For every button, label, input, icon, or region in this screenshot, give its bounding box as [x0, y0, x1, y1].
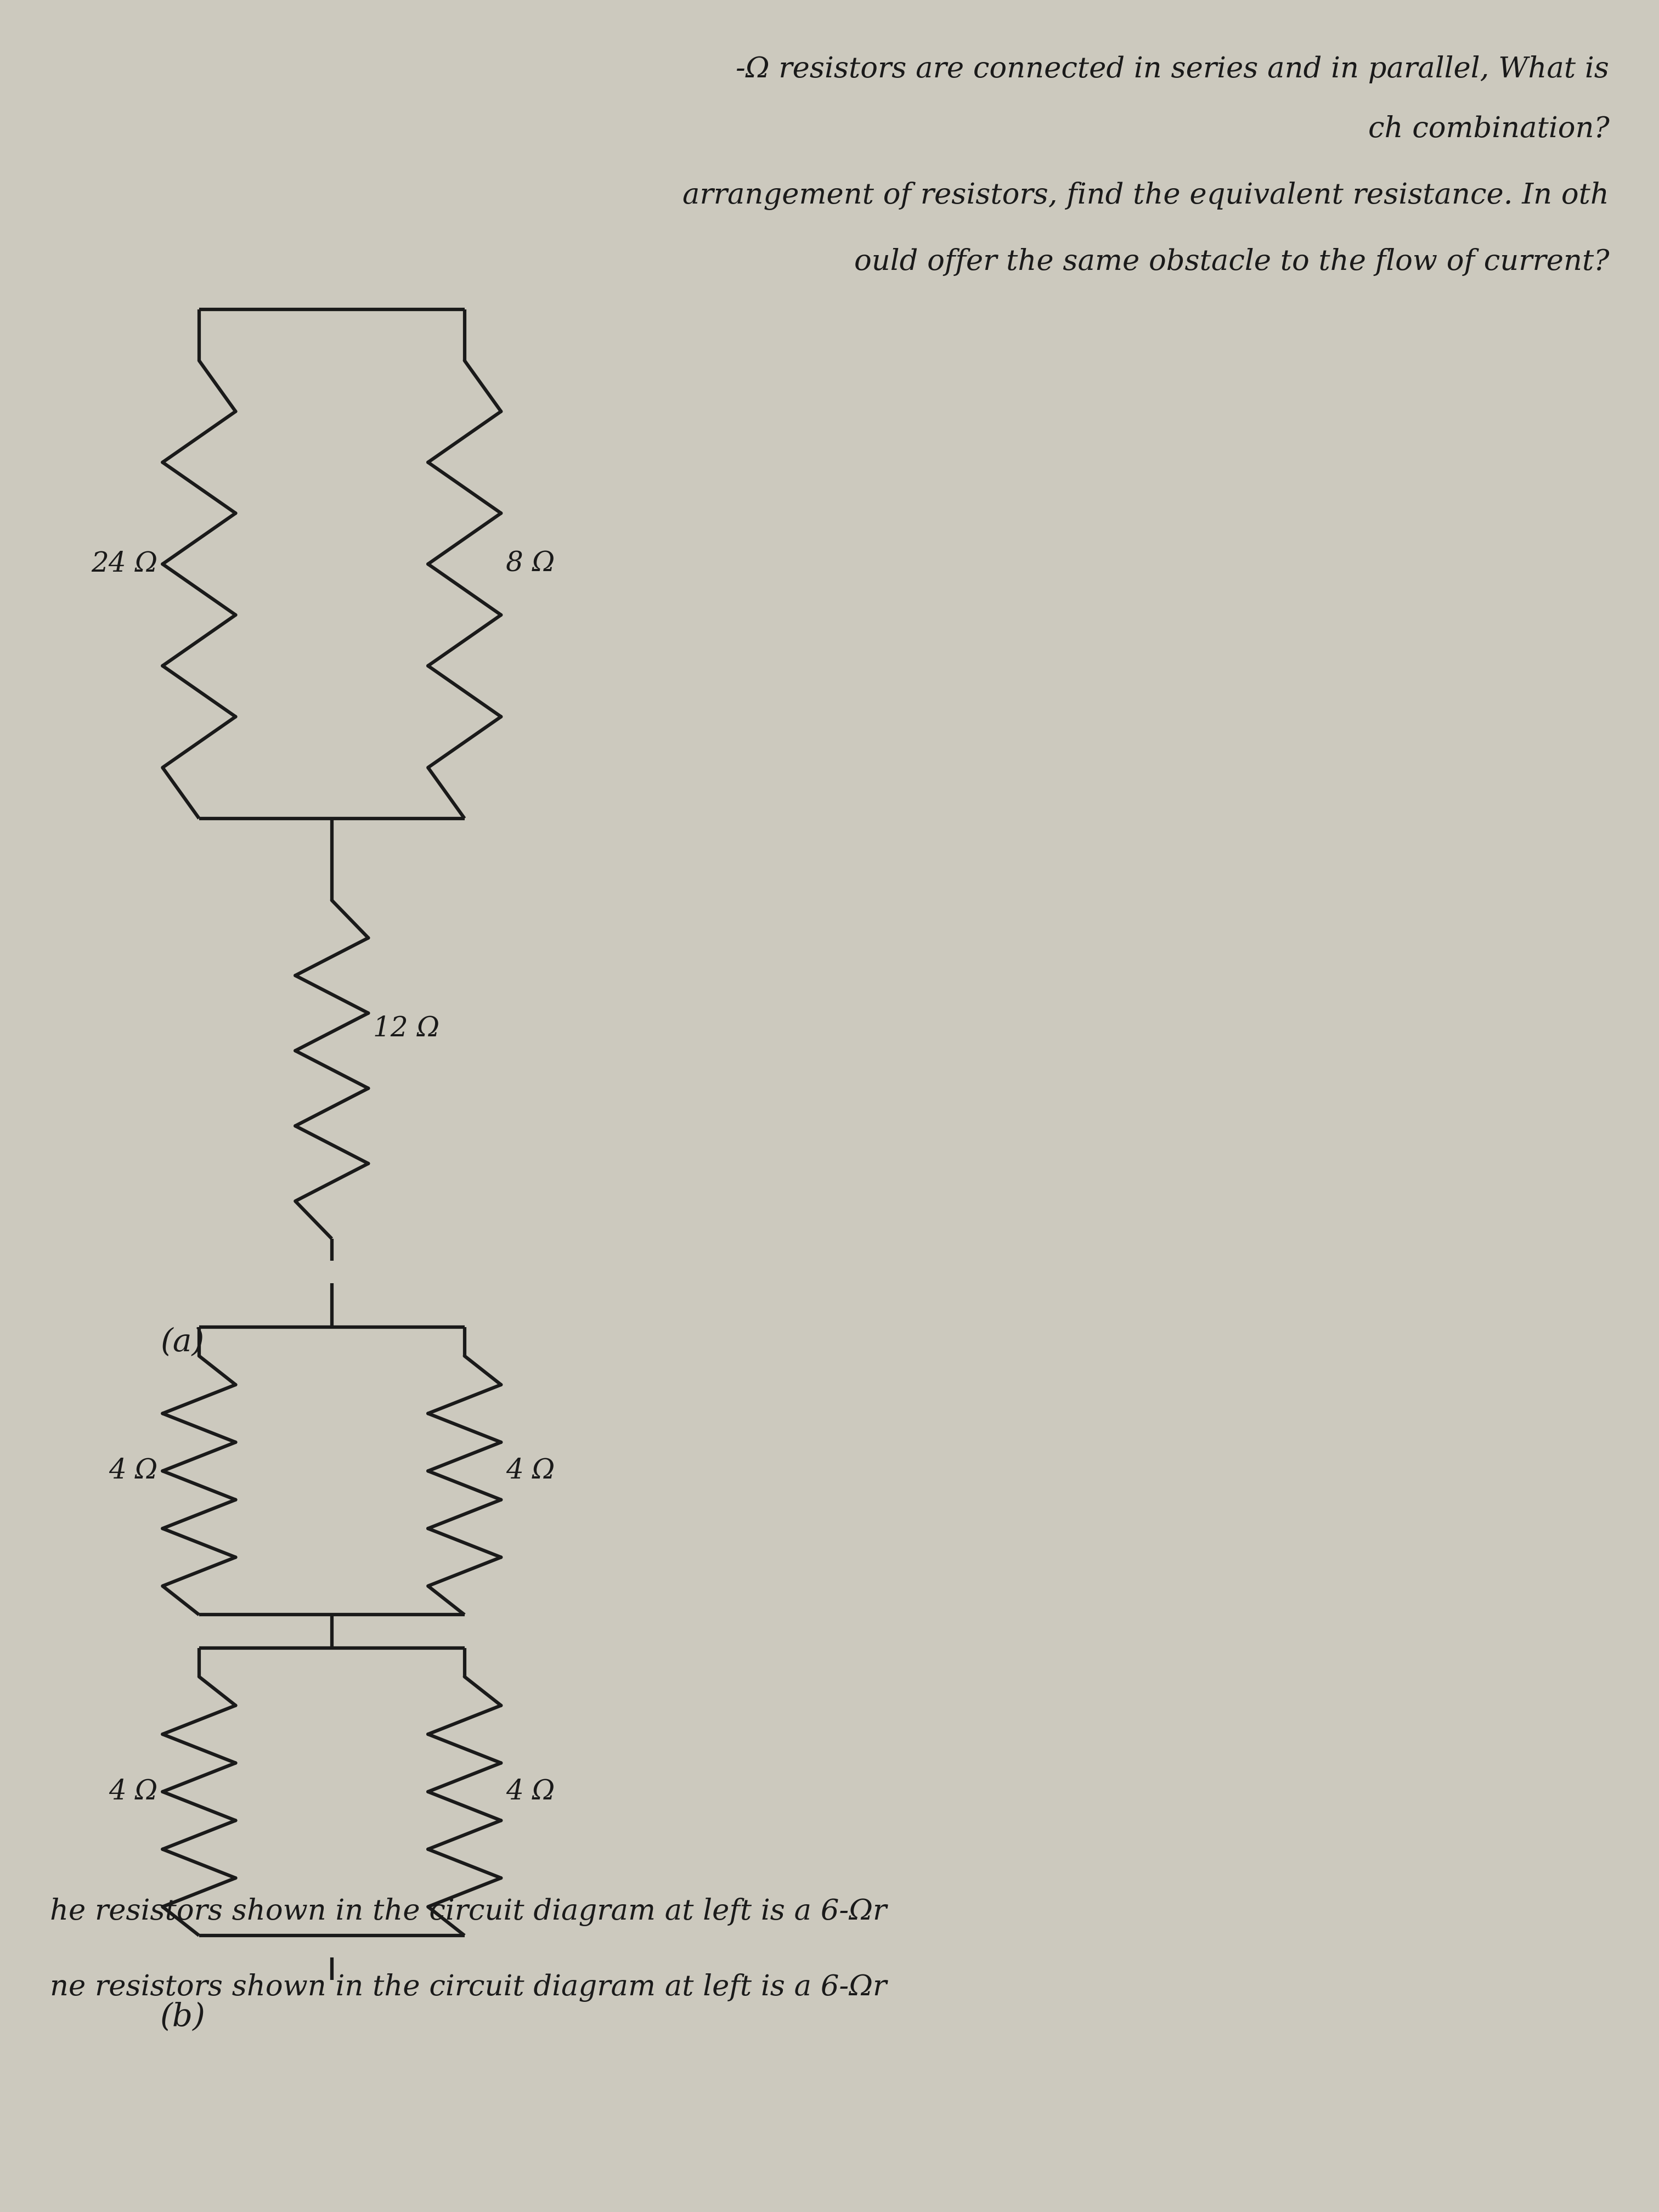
Text: 8 Ω: 8 Ω: [506, 551, 556, 577]
Text: -Ω resistors are connected in series and in parallel, What is: -Ω resistors are connected in series and…: [737, 55, 1609, 84]
Text: 4 Ω: 4 Ω: [506, 1778, 556, 1805]
Text: 4 Ω: 4 Ω: [108, 1458, 158, 1484]
Text: 4 Ω: 4 Ω: [506, 1458, 556, 1484]
Text: (a): (a): [161, 1327, 204, 1358]
Text: ould offer the same obstacle to the flow of current?: ould offer the same obstacle to the flow…: [854, 248, 1609, 276]
Text: 4 Ω: 4 Ω: [108, 1778, 158, 1805]
Text: he resistors shown in the circuit diagram at left is a 6-Ωr: he resistors shown in the circuit diagra…: [50, 1898, 886, 1927]
Text: ne resistors shown in the circuit diagram at left is a 6-Ωr: ne resistors shown in the circuit diagra…: [50, 1973, 886, 2002]
Text: arrangement of resistors, find the equivalent resistance. In oth: arrangement of resistors, find the equiv…: [684, 181, 1609, 210]
Text: 12 Ω: 12 Ω: [373, 1015, 440, 1042]
Text: 24 Ω: 24 Ω: [91, 551, 158, 577]
Text: (b): (b): [159, 2002, 206, 2033]
Text: ch combination?: ch combination?: [1369, 115, 1609, 144]
